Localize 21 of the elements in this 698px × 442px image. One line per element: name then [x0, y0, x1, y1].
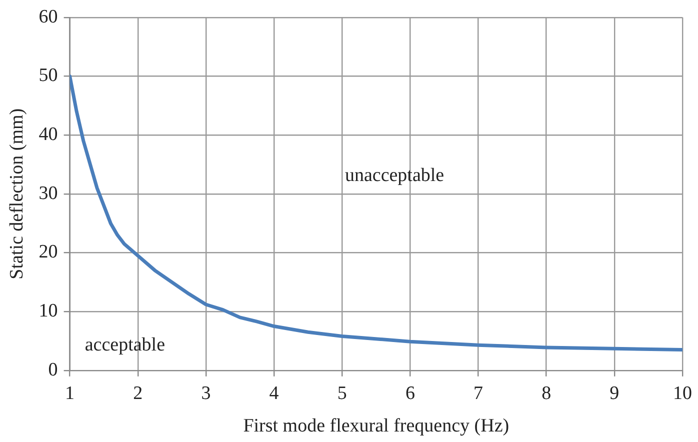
- x-tick-label: 3: [201, 382, 211, 404]
- y-tick-label: 40: [38, 124, 58, 146]
- annotation: unacceptable: [344, 165, 444, 186]
- y-tick-label: 0: [48, 359, 58, 380]
- y-tick-label: 30: [38, 182, 58, 204]
- y-axis-title: Static deflection (mm): [6, 108, 28, 280]
- x-tick-label: 2: [133, 382, 143, 404]
- x-tick-label: 1: [65, 382, 75, 404]
- x-tick-label: 9: [610, 382, 620, 404]
- x-tick-label: 7: [474, 382, 484, 404]
- x-tick-label: 10: [673, 382, 692, 404]
- x-tick-label: 8: [542, 382, 552, 404]
- x-tick-label: 5: [337, 382, 347, 404]
- x-axis-title: First mode flexural frequency (Hz): [243, 416, 510, 437]
- annotation: acceptable: [84, 334, 166, 356]
- y-tick-label: 50: [38, 65, 58, 86]
- y-tick-label: 60: [38, 6, 58, 28]
- y-tick-label: 20: [38, 242, 58, 263]
- x-tick-label: 6: [405, 382, 415, 404]
- x-tick-label: 4: [269, 382, 280, 404]
- y-tick-label: 10: [38, 300, 58, 322]
